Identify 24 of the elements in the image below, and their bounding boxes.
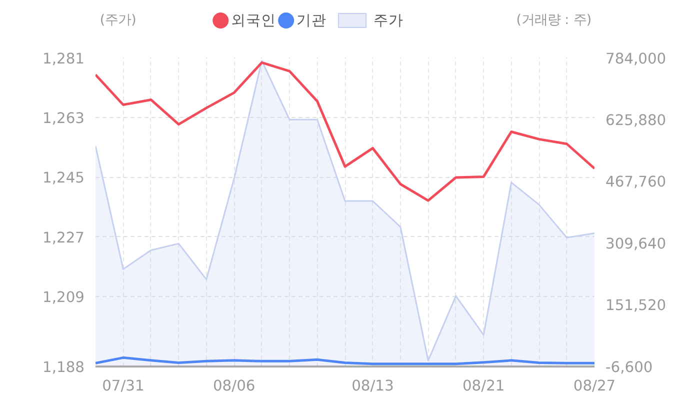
y2-tick-label: 467,760	[606, 174, 666, 191]
y-tick-label: 1,188	[42, 359, 85, 376]
y-tick-label: 1,227	[42, 229, 85, 246]
y-tick-label: 1,281	[42, 50, 85, 68]
x-tick-label: 07/31	[102, 378, 144, 394]
y2-tick-label: 151,520	[606, 297, 666, 314]
legend-label: 기관	[296, 12, 326, 29]
x-tick-label: 08/27	[573, 378, 616, 394]
y-tick-label: 1,263	[42, 110, 85, 127]
y2-tick-label: -6,600	[606, 359, 653, 376]
x-tick-label: 08/21	[462, 378, 505, 394]
line-series	[96, 61, 594, 202]
legend-label: 외국인	[230, 12, 276, 29]
y-axis-title: (주가)	[100, 13, 136, 28]
y-tick-label: 1,245	[42, 170, 85, 187]
line-series	[96, 356, 594, 366]
y2-tick-label: 784,000	[606, 50, 666, 68]
x-tick-label: 08/06	[212, 378, 256, 394]
y-tick-label: 1,209	[42, 289, 85, 306]
x-tick-label: 08/13	[352, 378, 394, 394]
y2-tick-label: 309,640	[606, 235, 666, 252]
y2-tick-label: 625,880	[606, 112, 666, 129]
legend-label: 주가	[373, 12, 404, 29]
y2-axis-title: (거래량 : 주)	[516, 13, 592, 28]
